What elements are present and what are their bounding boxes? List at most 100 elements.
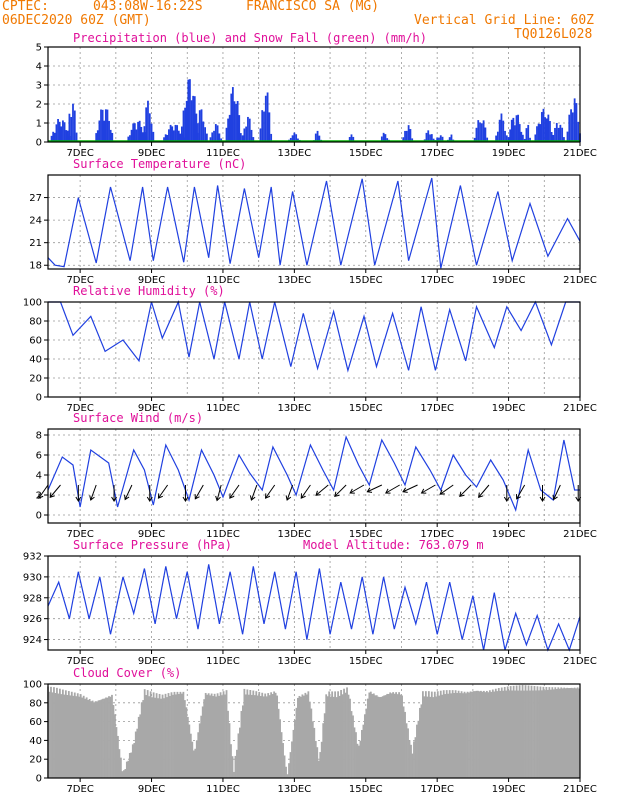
cloud-cover-bar <box>506 686 509 778</box>
cloud-cover-bar <box>239 727 241 778</box>
cloud-cover-bar <box>405 723 408 778</box>
cloud-cover-bar <box>194 748 197 778</box>
cloud-cover-bar <box>508 690 511 778</box>
precip-bar <box>536 126 538 142</box>
cloud-cover-bar <box>155 693 158 778</box>
cloud-cover-bar <box>233 771 235 778</box>
precip-bar <box>204 127 207 142</box>
cloud-cover-bar <box>512 685 515 778</box>
cloud-cover-bar <box>481 691 484 778</box>
y-tick-label: 20 <box>29 755 42 766</box>
wind-arrow-head <box>194 494 200 500</box>
cloud-cover-bar <box>146 690 149 778</box>
cloud-cover-bar <box>94 701 97 778</box>
x-tick-label: 13DEC <box>277 784 311 795</box>
wind-arrow-head <box>515 494 522 500</box>
cloud-cover-bar <box>154 697 157 778</box>
y-tick-label: 27 <box>29 193 42 204</box>
x-tick-label: 7DEC <box>66 275 93 286</box>
cloud-cover-bar <box>320 741 323 778</box>
cloud-cover-bar <box>81 697 84 778</box>
cloud-cover-bar <box>75 696 78 778</box>
cloud-cover-bar <box>76 693 79 778</box>
wind-arrow-head <box>146 496 153 502</box>
x-tick-label: 13DEC <box>277 275 311 286</box>
precip-bar <box>250 129 253 142</box>
cloud-cover-bar <box>477 690 479 778</box>
cloud-cover-bar <box>188 724 191 778</box>
y-tick-label: 6 <box>36 451 42 462</box>
precip-bar <box>438 137 440 142</box>
cloud-cover-bar <box>203 699 206 778</box>
x-tick-label: 11DEC <box>206 656 240 667</box>
cloud-cover-bar <box>282 743 284 778</box>
cloud-cover-bar <box>548 687 551 778</box>
cloud-cover-bar <box>538 690 540 778</box>
cloud-cover-bar <box>366 698 369 778</box>
cloud-cover-bar <box>450 693 453 778</box>
cloud-cover-bar <box>111 694 113 778</box>
cloud-cover-bar <box>358 745 360 778</box>
cloud-cover-bar <box>221 695 223 778</box>
wind-arrow-head <box>157 493 163 499</box>
cloud-cover-bar <box>225 690 228 778</box>
cloud-cover-bar <box>66 695 69 778</box>
cloud-cover-bar <box>436 691 439 778</box>
precip-bar <box>504 130 506 142</box>
series-line <box>48 300 580 373</box>
cloud-cover-bar <box>140 702 143 778</box>
cloud-cover-bar <box>218 695 220 778</box>
x-tick-label: 17DEC <box>420 275 454 286</box>
precip-bar <box>241 135 244 142</box>
cloud-cover-bar <box>454 690 457 778</box>
cloud-cover-bar <box>392 692 395 778</box>
cloud-cover-bar <box>355 732 357 778</box>
wind-arrow-head <box>366 487 373 493</box>
cloud-cover-bar <box>448 690 451 778</box>
precip-bar <box>550 132 553 142</box>
cloud-cover-bar <box>151 697 154 778</box>
cloud-cover-bar <box>328 691 331 778</box>
precip-bar <box>402 137 405 142</box>
precip-bar <box>436 137 439 142</box>
cloud-cover-bar <box>468 692 470 778</box>
cloud-cover-bar <box>453 692 456 778</box>
wind-arrow <box>300 484 311 499</box>
cloud-cover-bar <box>142 700 145 778</box>
cloud-cover-bar <box>323 713 326 778</box>
cloud-cover-bar <box>566 687 569 778</box>
cloud-cover-bar <box>576 687 579 778</box>
cloud-cover-bar <box>274 692 277 778</box>
cloud-cover-bar <box>90 701 93 778</box>
precip-bar <box>138 120 141 142</box>
precip-bar <box>63 122 66 142</box>
cloud-cover-bar <box>213 693 216 778</box>
cloud-cover-bar <box>485 690 488 778</box>
model-altitude-annotation: Model Altitude: 763.079 m <box>303 538 484 552</box>
precip-bar <box>475 127 478 142</box>
cloud-cover-bar <box>475 690 478 778</box>
precip-bar <box>441 136 444 142</box>
x-tick-label: 21DEC <box>563 656 597 667</box>
wind-arrow-head <box>111 496 117 502</box>
cloud-cover-bar <box>313 727 316 778</box>
cloud-cover-bar <box>515 685 518 778</box>
cloud-cover-bar <box>267 693 270 778</box>
cloud-cover-bar <box>444 694 447 778</box>
x-tick-label: 15DEC <box>349 784 383 795</box>
cloud-cover-bar <box>439 690 442 778</box>
cloud-cover-bar <box>469 691 472 778</box>
cloud-cover-bar <box>539 686 542 778</box>
cloud-cover-bar <box>365 708 368 778</box>
cloud-cover-bar <box>236 749 238 778</box>
cloud-cover-bar <box>381 696 384 778</box>
wind-arrow-head <box>89 495 95 501</box>
wind-arrow <box>124 484 133 500</box>
precip-bar <box>75 132 78 142</box>
precip-bar <box>150 123 153 142</box>
cloud-cover-bar <box>432 697 435 778</box>
series-line <box>47 564 581 652</box>
x-tick-label: 7DEC <box>66 148 93 159</box>
cloud-cover-bar <box>563 687 566 778</box>
cloud-cover-bar <box>262 696 265 778</box>
